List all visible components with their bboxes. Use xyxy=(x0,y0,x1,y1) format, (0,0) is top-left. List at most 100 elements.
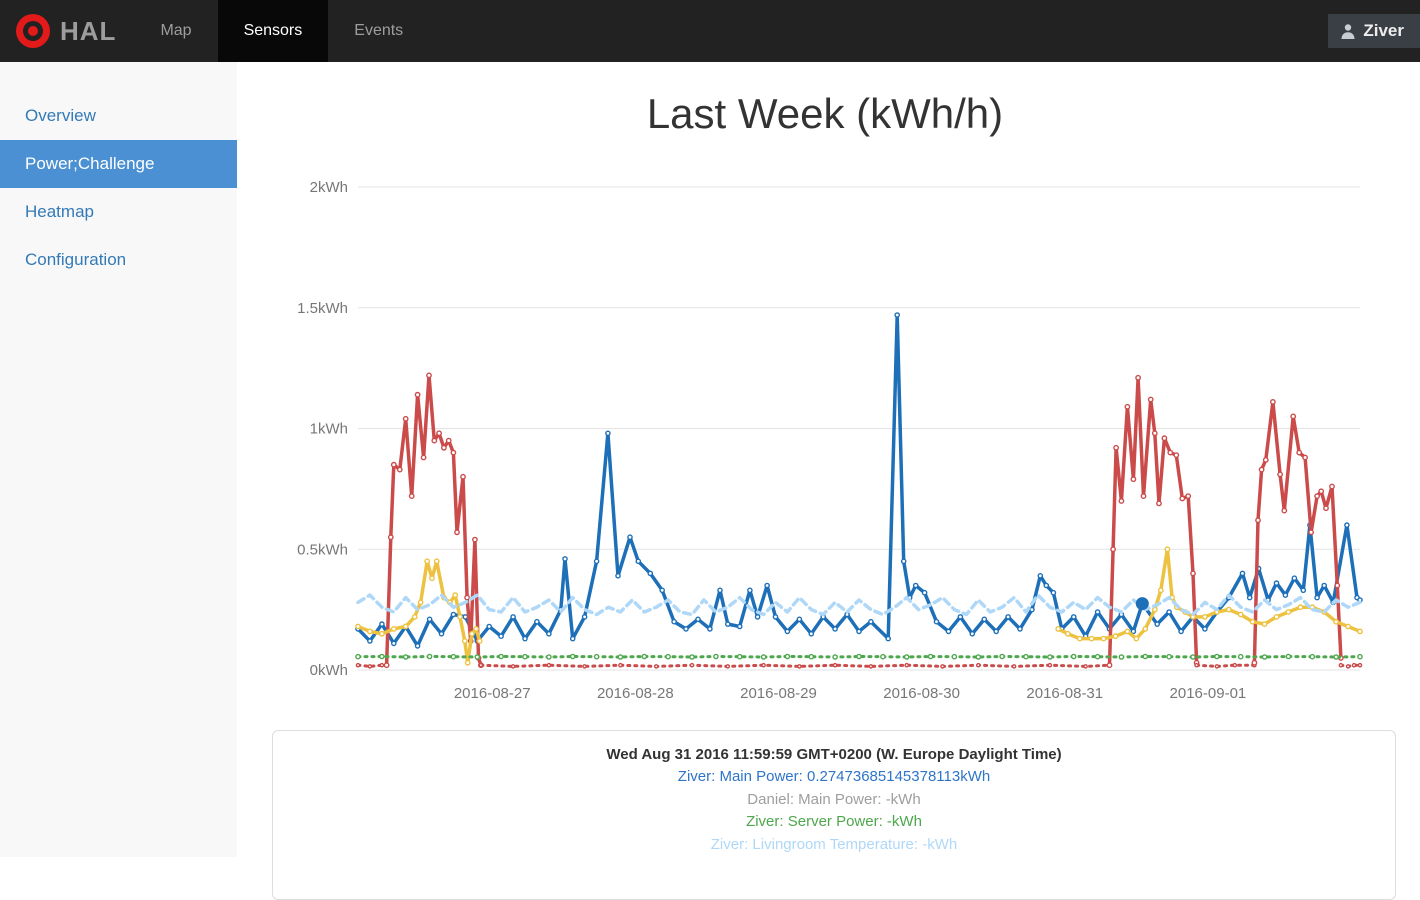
focused-point-marker[interactable] xyxy=(1135,597,1149,611)
sidebar-item-power-challenge[interactable]: Power;Challenge xyxy=(0,140,237,188)
nav-item-map[interactable]: Map xyxy=(160,22,192,39)
series-line xyxy=(1339,663,1362,668)
data-point-marker xyxy=(713,653,719,660)
data-point-marker xyxy=(764,582,770,589)
data-point-marker xyxy=(940,664,945,669)
data-point-marker xyxy=(474,654,481,660)
data-point-marker xyxy=(1178,628,1184,635)
data-point-marker xyxy=(760,654,767,660)
data-point-marker xyxy=(1202,613,1208,620)
data-point-marker xyxy=(379,653,385,660)
data-point-marker xyxy=(464,594,471,601)
data-point-marker xyxy=(452,592,459,598)
data-point-marker xyxy=(569,635,576,642)
data-point-marker xyxy=(471,536,478,543)
data-point-marker xyxy=(1133,635,1140,642)
data-point-marker xyxy=(1261,654,1268,660)
y-axis-tick-label: 1kWh xyxy=(310,421,348,438)
data-point-marker xyxy=(440,444,447,451)
series-line xyxy=(1107,376,1199,667)
y-axis-tick-label: 0kWh xyxy=(310,662,348,679)
data-point-marker xyxy=(1037,572,1044,579)
data-point-marker xyxy=(999,653,1005,660)
user-menu[interactable]: Ziver xyxy=(1328,14,1420,48)
data-point-marker xyxy=(1070,653,1077,660)
data-point-marker xyxy=(1076,635,1083,642)
brand[interactable]: HAL xyxy=(0,0,134,62)
data-point-marker xyxy=(969,630,976,637)
data-point-marker xyxy=(1282,592,1289,598)
data-point-marker xyxy=(1239,570,1246,577)
data-point-marker xyxy=(1194,662,1199,668)
data-point-marker xyxy=(1329,483,1335,490)
data-point-marker xyxy=(1277,471,1283,478)
data-point-marker xyxy=(1094,653,1101,660)
nav-item-sensors[interactable]: Sensors xyxy=(217,0,329,62)
data-point-marker xyxy=(1357,653,1363,660)
data-point-marker xyxy=(1011,664,1017,669)
sidebar-item-configuration[interactable]: Configuration xyxy=(25,250,127,269)
sidebar-item-heatmap[interactable]: Heatmap xyxy=(25,202,94,221)
data-point-marker xyxy=(868,618,874,625)
data-point-marker xyxy=(921,589,928,596)
series-line xyxy=(356,313,1362,648)
x-axis-tick-label: 2016-08-30 xyxy=(883,685,960,702)
y-axis-tick-label: 1.5kWh xyxy=(297,300,348,317)
data-point-marker xyxy=(736,623,743,630)
data-point-marker xyxy=(522,653,528,660)
data-point-marker xyxy=(1232,662,1238,668)
data-point-marker xyxy=(784,653,791,660)
data-point-marker xyxy=(476,638,483,644)
data-point-marker xyxy=(546,654,552,660)
y-axis-tick-label: 2kWh xyxy=(310,179,348,196)
data-point-marker xyxy=(808,653,815,660)
main-content: Last Week (kWh/h) 0kWh 0.5kWh 1kWh 1.5kWh 2k… xyxy=(237,62,1420,900)
data-point-marker xyxy=(641,653,648,660)
data-point-marker xyxy=(454,529,460,536)
data-point-marker xyxy=(1302,454,1309,461)
data-point-marker xyxy=(1290,413,1297,420)
data-point-marker xyxy=(1064,630,1071,637)
data-point-marker xyxy=(1190,570,1196,577)
data-point-marker xyxy=(1309,653,1316,660)
data-point-marker xyxy=(689,662,695,668)
series-line xyxy=(356,593,1362,617)
data-point-marker xyxy=(707,626,713,632)
data-point-marker xyxy=(761,662,766,668)
data-point-marker xyxy=(1050,589,1057,596)
data-point-marker xyxy=(486,623,492,630)
data-point-marker xyxy=(1246,594,1253,601)
power-chart[interactable]: 0kWh 0.5kWh 1kWh 1.5kWh 2kWh 2016-08-27 2016-0… xyxy=(270,170,1380,720)
data-point-marker xyxy=(391,640,397,647)
data-point-marker xyxy=(1130,628,1137,635)
data-point-marker xyxy=(383,662,390,669)
series-line xyxy=(1195,663,1256,668)
data-point-marker xyxy=(1314,594,1320,601)
data-point-marker xyxy=(808,630,815,637)
data-point-marker xyxy=(1333,618,1340,625)
data-point-marker xyxy=(976,662,981,668)
data-point-marker xyxy=(1270,398,1276,405)
sidebar-item-overview[interactable]: Overview xyxy=(25,106,96,125)
data-point-marker xyxy=(417,599,424,606)
user-label: Ziver xyxy=(1363,21,1404,40)
data-point-marker xyxy=(627,534,633,541)
data-point-marker xyxy=(1357,628,1363,635)
data-point-marker xyxy=(1173,452,1180,458)
data-point-marker xyxy=(414,391,421,398)
data-point-marker xyxy=(426,616,433,623)
data-point-marker xyxy=(1047,662,1053,668)
chart-title: Last Week (kWh/h) xyxy=(646,90,1004,137)
data-point-marker xyxy=(618,662,623,668)
data-point-marker xyxy=(593,653,600,660)
data-point-marker xyxy=(355,662,361,668)
data-point-marker xyxy=(1005,614,1011,620)
sidebar: Overview Power;Challenge Heatmap Configurat… xyxy=(0,62,237,857)
data-point-marker xyxy=(468,630,475,637)
data-point-marker xyxy=(671,618,677,625)
data-point-marker xyxy=(445,437,452,444)
nav-item-events[interactable]: Events xyxy=(354,22,404,39)
data-point-marker xyxy=(390,461,397,468)
data-point-marker xyxy=(1258,466,1265,473)
data-point-marker xyxy=(1017,626,1023,632)
